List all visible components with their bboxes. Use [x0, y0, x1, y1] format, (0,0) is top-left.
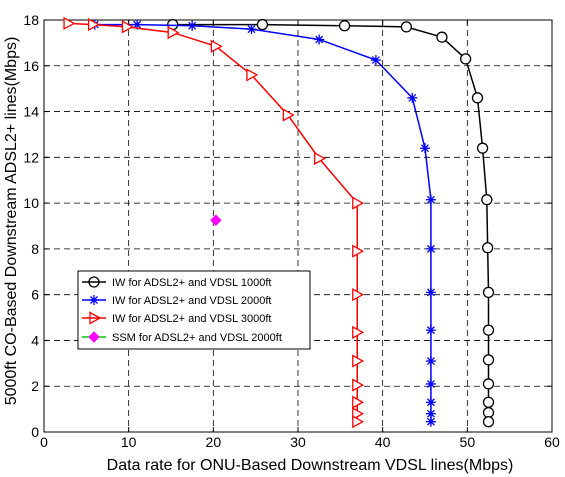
data-point-star [407, 92, 418, 103]
tick-labels: 0 10 20 30 40 50 60 0 2 4 6 8 10 12 14 16 18 [23, 12, 560, 450]
y-tick-label: 8 [31, 241, 39, 257]
x-tick-label: 10 [121, 434, 137, 450]
data-point-circle [476, 142, 489, 154]
legend-entry-ssm: SSM for ADSL2+ and VDSL 2000ft [82, 331, 282, 344]
legend: IW for ADSL2+ and VDSL 1000ft IW for ADS… [77, 270, 311, 350]
data-point-circle [400, 21, 413, 33]
data-point-triangle [352, 244, 365, 258]
data-point-triangle [352, 407, 365, 421]
x-tick-label: 30 [290, 434, 306, 450]
series-1 [89, 19, 436, 427]
data-point-star [187, 20, 198, 31]
data-point-circle [256, 18, 269, 31]
data-point-circle [482, 416, 495, 428]
data-point-star [425, 325, 436, 336]
data-point-star [425, 243, 436, 254]
data-point-circle [482, 324, 495, 336]
data-point-triangle [282, 108, 295, 122]
series-layer [63, 16, 495, 429]
data-point-star [314, 34, 325, 45]
data-point-triangle [352, 378, 365, 392]
data-point-diamond [210, 214, 222, 226]
y-tick-label: 4 [31, 332, 39, 348]
data-point-triangle [121, 20, 134, 34]
legend-box [77, 270, 311, 350]
x-tick-label: 0 [40, 434, 48, 450]
data-point-circle [482, 242, 494, 254]
y-tick-label: 12 [23, 149, 39, 165]
data-point-star [425, 416, 436, 427]
data-point-star [370, 55, 381, 66]
data-point-star [425, 397, 436, 408]
data-point-triangle [352, 196, 365, 210]
y-tick-label: 2 [31, 378, 39, 394]
y-tick-label: 10 [23, 195, 39, 211]
legend-label-3000ft: IW for ADSL2+ and VDSL 3000ft [112, 313, 272, 325]
y-tick-label: 6 [31, 287, 39, 303]
legend-marker-diamond-icon [88, 331, 100, 343]
data-point-triangle [210, 39, 223, 53]
series-2 [63, 16, 365, 429]
legend-label-ssm: SSM for ADSL2+ and VDSL 2000ft [112, 332, 282, 344]
data-point-star [132, 19, 143, 30]
legend-entry-2000ft: IW for ADSL2+ and VDSL 2000ft [82, 295, 272, 307]
data-point-star [420, 143, 430, 154]
data-point-star [425, 408, 436, 419]
data-point-star [425, 194, 436, 205]
data-point-triangle [352, 325, 365, 340]
data-point-circle [482, 396, 495, 408]
legend-entry-3000ft: IW for ADSL2+ and VDSL 3000ft [82, 311, 272, 325]
legend-label-2000ft: IW for ADSL2+ and VDSL 2000ft [112, 295, 272, 307]
data-point-star [425, 287, 436, 298]
data-point-triangle [314, 151, 327, 166]
legend-marker-circle-icon [88, 276, 100, 288]
x-tick-label: 40 [375, 434, 391, 450]
data-point-star [425, 356, 436, 367]
data-point-triangle [352, 288, 365, 302]
axes [43, 19, 553, 433]
data-point-circle [459, 53, 472, 65]
data-point-triangle [87, 17, 100, 32]
data-point-triangle [352, 395, 365, 409]
data-point-circle [338, 20, 351, 32]
data-point-triangle [167, 25, 180, 40]
data-point-star [425, 378, 436, 389]
data-point-triangle [352, 354, 365, 368]
data-point-triangle [352, 415, 365, 429]
legend-marker-star-icon [89, 295, 99, 305]
legend-label-1000ft: IW for ADSL2+ and VDSL 1000ft [112, 277, 272, 289]
y-tick-label: 14 [23, 104, 39, 120]
data-point-circle [481, 194, 493, 206]
y-tick-label: 18 [23, 12, 39, 28]
data-point-circle [482, 406, 495, 419]
series-3 [210, 214, 222, 226]
data-point-star [246, 24, 257, 35]
legend-entry-1000ft: IW for ADSL2+ and VDSL 1000ft [82, 276, 272, 289]
series-0 [167, 18, 495, 428]
data-point-triangle [63, 16, 76, 31]
y-tick-label: 0 [31, 424, 39, 440]
y-axis-label: 5000ft CO-Based Downstream ADSL2+ lines(… [3, 37, 20, 406]
data-point-circle [436, 31, 448, 43]
legend-marker-triangle-right-icon [89, 311, 102, 325]
data-point-circle [482, 354, 495, 366]
x-tick-label: 20 [206, 434, 222, 450]
data-point-triangle [246, 68, 259, 82]
x-tick-label: 50 [460, 434, 476, 450]
data-point-circle [471, 92, 484, 104]
x-tick-label: 60 [544, 434, 560, 450]
y-tick-label: 16 [23, 58, 39, 74]
data-point-circle [482, 286, 495, 299]
x-axis-label: Data rate for ONU-Based Downstream VDSL … [107, 457, 514, 474]
data-point-circle [482, 378, 495, 390]
